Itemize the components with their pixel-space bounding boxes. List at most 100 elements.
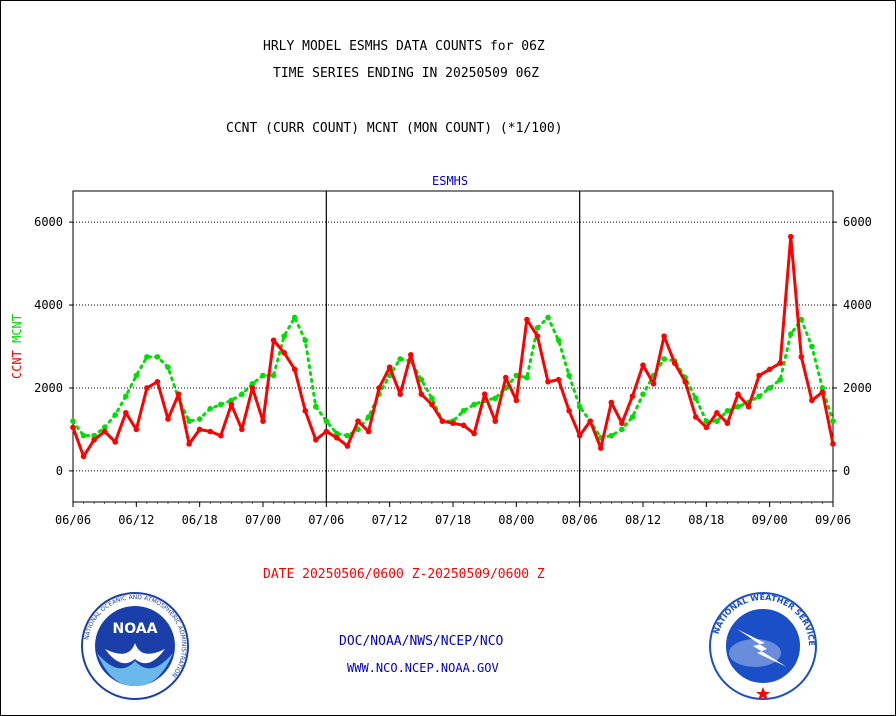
point-ccnt <box>576 432 583 439</box>
point-ccnt <box>302 407 309 414</box>
point-ccnt <box>312 437 319 443</box>
noaa-logo: NOAA NATIONAL OCEANIC AND ATMOSPHERIC AD… <box>81 592 189 700</box>
point-mcnt <box>724 407 731 414</box>
point-mcnt <box>566 372 572 379</box>
x-tick-label: 06/12 <box>118 513 154 527</box>
point-mcnt <box>735 403 741 410</box>
point-ccnt <box>355 418 361 424</box>
point-ccnt <box>587 418 594 424</box>
x-tick-label: 08/12 <box>625 513 661 527</box>
point-mcnt <box>798 316 805 323</box>
y-axis-label-mcnt: MCNT <box>10 314 24 343</box>
point-mcnt <box>619 426 625 433</box>
point-mcnt <box>207 405 214 412</box>
point-ccnt <box>671 360 678 366</box>
point-ccnt <box>692 414 699 420</box>
point-ccnt <box>777 360 784 366</box>
point-mcnt <box>281 333 287 339</box>
point-mcnt <box>144 354 150 360</box>
point-ccnt <box>450 420 456 427</box>
point-ccnt <box>91 437 97 443</box>
point-mcnt <box>545 314 551 321</box>
point-ccnt <box>407 351 414 358</box>
x-tick-label: 08/06 <box>562 513 598 527</box>
point-ccnt <box>70 424 76 431</box>
point-ccnt <box>376 385 382 391</box>
point-mcnt <box>777 376 784 383</box>
x-tick-label: 09/00 <box>752 513 788 527</box>
point-ccnt <box>270 337 277 344</box>
point-ccnt <box>334 434 340 441</box>
point-ccnt <box>165 416 171 422</box>
point-ccnt <box>745 403 752 410</box>
x-tick-label: 07/18 <box>435 513 471 527</box>
point-ccnt <box>397 391 404 397</box>
point-ccnt <box>787 233 794 240</box>
point-mcnt <box>819 385 826 391</box>
plot-frame <box>72 190 834 503</box>
point-mcnt <box>344 432 351 439</box>
point-ccnt <box>492 418 499 424</box>
point-ccnt <box>545 378 551 385</box>
point-mcnt <box>186 418 192 424</box>
y-tick-label-left: 2000 <box>34 381 63 395</box>
point-ccnt <box>650 381 657 387</box>
point-ccnt <box>196 426 203 433</box>
plot-label: ESMHS <box>432 174 469 188</box>
point-ccnt <box>819 389 826 395</box>
point-ccnt <box>154 378 161 385</box>
noaa-logo-text: NOAA <box>113 621 158 637</box>
point-mcnt <box>80 432 87 439</box>
point-mcnt <box>809 343 815 350</box>
point-mcnt <box>260 372 266 379</box>
point-ccnt <box>80 453 87 460</box>
point-mcnt <box>228 397 235 404</box>
y-tick-label-right: 4000 <box>843 298 872 312</box>
y-axis-label-ccnt: CCNT <box>10 343 24 379</box>
x-tick-label: 09/06 <box>815 513 851 527</box>
point-mcnt <box>365 414 372 420</box>
y-tick-label-right: 2000 <box>843 381 872 395</box>
point-mcnt <box>122 393 129 400</box>
y-tick-label-right: 0 <box>843 464 850 478</box>
point-ccnt <box>112 439 119 445</box>
point-mcnt <box>787 331 794 337</box>
point-mcnt <box>101 424 108 431</box>
point-ccnt <box>101 428 108 435</box>
point-ccnt <box>228 401 235 408</box>
point-ccnt <box>629 393 636 400</box>
point-mcnt <box>291 314 298 321</box>
point-mcnt <box>703 418 710 424</box>
point-ccnt <box>439 418 446 424</box>
point-ccnt <box>481 391 488 397</box>
x-tick-label: 07/00 <box>245 513 281 527</box>
point-ccnt <box>703 424 710 431</box>
x-tick-label: 08/18 <box>688 513 724 527</box>
point-mcnt <box>70 418 76 424</box>
point-mcnt <box>640 391 646 397</box>
point-ccnt <box>122 410 129 416</box>
point-mcnt <box>397 356 404 362</box>
date-range-label: DATE 20250506/0600 Z-20250509/0600 Z <box>263 567 545 582</box>
point-ccnt <box>207 428 214 435</box>
point-ccnt <box>249 385 256 391</box>
x-tick-label: 06/06 <box>55 513 91 527</box>
point-ccnt <box>144 385 150 391</box>
y-tick-label-left: 0 <box>56 464 63 478</box>
point-mcnt <box>165 364 171 371</box>
chart-subtitle: CCNT (CURR COUNT) MCNT (MON COUNT) (*1/1… <box>226 121 563 136</box>
website-link[interactable]: WWW.NCO.NCEP.NOAA.GOV <box>347 661 499 675</box>
point-ccnt <box>418 391 425 397</box>
point-ccnt <box>471 430 477 437</box>
point-mcnt <box>460 407 467 414</box>
point-ccnt <box>555 376 562 383</box>
point-ccnt <box>460 422 467 429</box>
point-ccnt <box>566 407 572 414</box>
point-mcnt <box>629 414 636 420</box>
x-tick-label: 08/00 <box>498 513 534 527</box>
x-tick-label: 07/12 <box>372 513 408 527</box>
point-ccnt <box>756 372 762 379</box>
point-ccnt <box>766 366 773 373</box>
point-mcnt <box>692 395 699 402</box>
